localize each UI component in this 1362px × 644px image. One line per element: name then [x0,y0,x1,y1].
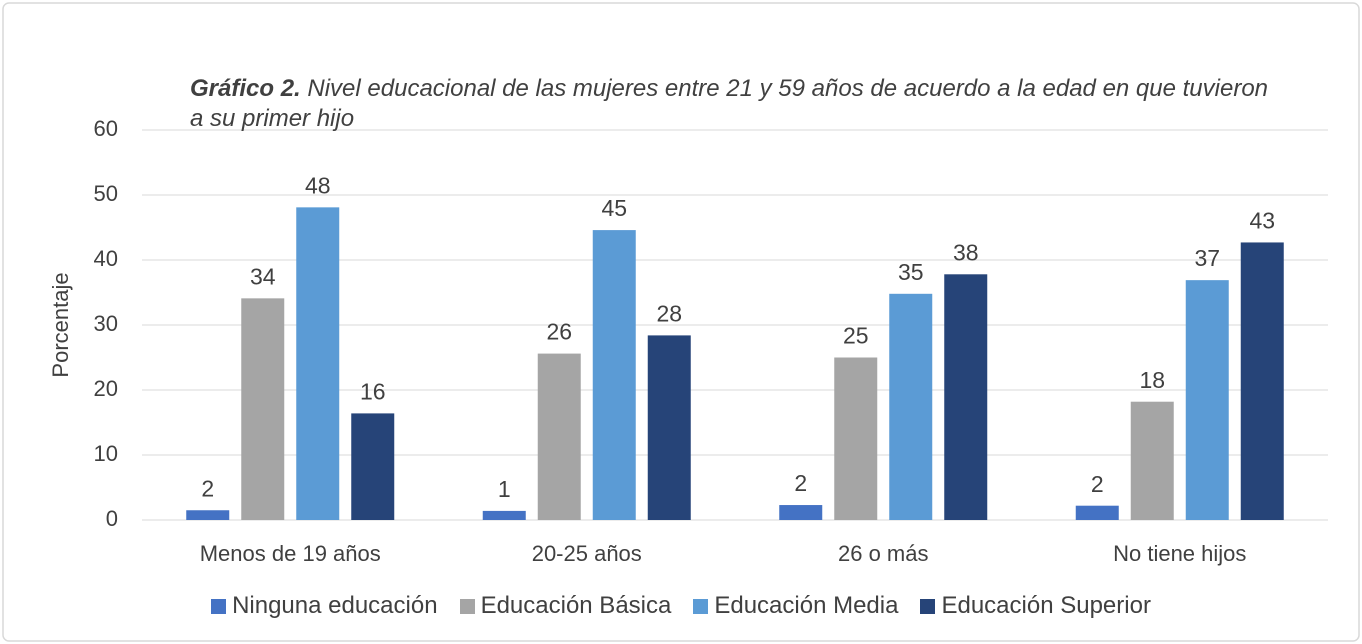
legend-item: Educación Superior [920,592,1151,620]
bar [482,510,526,520]
data-label: 48 [305,172,331,198]
data-label: 2 [201,475,214,501]
data-label: 38 [953,239,979,265]
y-tick-label: 10 [94,441,118,466]
bar [296,207,340,520]
bar [537,353,581,520]
data-label: 43 [1249,208,1275,234]
x-tick-label: 26 o más [838,541,929,566]
y-tick-label: 30 [94,311,118,336]
legend: Ninguna educación Educación Básica Educaci… [0,592,1362,620]
data-label: 2 [794,470,807,496]
legend-label: Educación Media [714,592,899,619]
legend-label: Ninguna educación [232,592,438,619]
y-tick-label: 50 [94,181,118,206]
x-tick-label: No tiene hijos [1113,541,1246,566]
title-prefix: Gráfico 2. [190,75,301,102]
x-tick-label: 20-25 años [532,541,642,566]
data-label: 1 [498,476,511,502]
bar [647,335,691,520]
y-axis-label: Porcentaje [48,272,73,377]
legend-item: Educación Media [693,592,898,620]
data-label: 2 [1091,471,1104,497]
bar [186,510,230,520]
bar [834,357,878,520]
legend-label: Educación Superior [941,592,1151,619]
legend-swatch [693,598,709,614]
data-label: 45 [601,195,627,221]
data-label: 35 [898,259,924,285]
data-label: 28 [656,300,682,326]
data-label: 16 [360,378,386,404]
bar [944,274,988,520]
bar [592,230,636,520]
bar [241,298,285,520]
bar [1185,280,1229,520]
y-tick-label: 20 [94,376,118,401]
bar [1240,242,1284,520]
bar [779,505,823,520]
legend-label: Educación Básica [480,592,672,619]
data-label: 34 [250,263,276,289]
bar [889,293,933,520]
x-tick-label: Menos de 19 años [200,541,381,566]
data-label: 18 [1139,367,1165,393]
bar [351,413,395,520]
y-tick-label: 60 [94,116,118,141]
y-tick-label: 40 [94,246,118,271]
legend-swatch [459,598,475,614]
legend-item: Educación Básica [459,592,672,620]
y-tick-label: 0 [106,506,118,531]
bar [1075,505,1119,520]
legend-item: Ninguna educación [211,592,438,620]
legend-swatch [920,598,936,614]
data-label: 26 [546,319,572,345]
data-label: 37 [1194,245,1220,271]
legend-swatch [211,598,227,614]
chart-title: Gráfico 2. Nivel educacional de las muje… [190,74,1270,134]
title-text: Nivel educacional de las mujeres entre 2… [190,75,1269,132]
bar [1130,401,1174,520]
data-label: 25 [843,323,869,349]
